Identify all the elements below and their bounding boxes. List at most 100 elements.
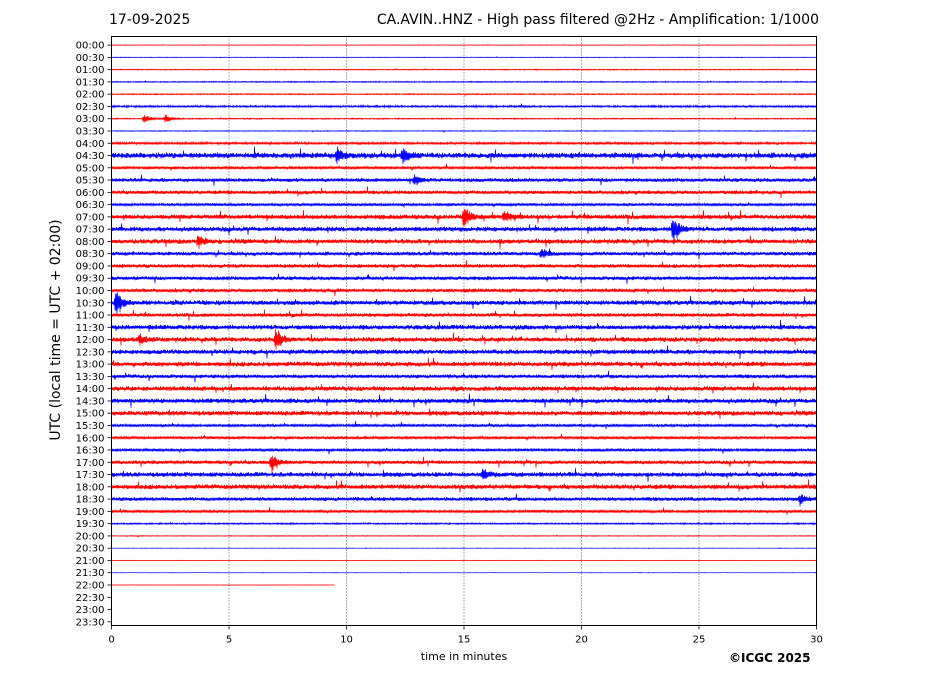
trace-0130 — [111, 79, 817, 84]
trace-0800 — [111, 235, 817, 250]
y-tick-label: 09:00 — [76, 261, 105, 272]
x-tick-label: 15 — [458, 635, 471, 646]
seismic-traces — [111, 44, 817, 586]
x-tick-label: 0 — [108, 635, 114, 646]
trace-1330 — [111, 370, 817, 383]
y-tick-label: 00:30 — [76, 53, 105, 64]
trace-0430 — [111, 146, 817, 165]
trace-0300 — [111, 114, 817, 123]
trace-1200 — [111, 328, 817, 350]
y-tick-label: 16:00 — [76, 433, 105, 444]
trace-0100 — [111, 67, 817, 72]
y-tick-label: 19:00 — [76, 507, 105, 518]
y-tick-label: 22:30 — [76, 593, 105, 604]
y-tick-label: 05:00 — [76, 163, 105, 174]
trace-1400 — [111, 382, 817, 394]
trace-1900 — [111, 507, 817, 515]
y-tick-label: 14:30 — [76, 396, 105, 407]
trace-2200 — [111, 584, 335, 586]
trace-0530 — [111, 174, 817, 186]
y-tick-label: 12:00 — [76, 335, 105, 346]
x-axis-label: time in minutes — [420, 650, 508, 663]
y-tick-label: 07:30 — [76, 225, 105, 236]
y-tick-label: 02:00 — [76, 90, 105, 101]
grid-lines — [228, 36, 700, 626]
trace-2000 — [111, 534, 817, 538]
trace-1730 — [111, 468, 817, 482]
x-tick-label: 10 — [340, 635, 353, 646]
y-tick-label: 03:30 — [76, 126, 105, 137]
y-tick-label: 13:30 — [76, 372, 105, 383]
y-tick-label: 18:30 — [76, 495, 105, 506]
trace-1830 — [111, 493, 817, 507]
trace-2130 — [111, 571, 817, 574]
trace-0830 — [111, 248, 817, 260]
x-tick-label: 5 — [226, 635, 232, 646]
y-tick-label: 10:00 — [76, 286, 105, 297]
trace-0230 — [111, 103, 817, 109]
trace-1130 — [111, 319, 817, 333]
y-tick-label: 01:30 — [76, 77, 105, 88]
trace-0600 — [111, 186, 817, 199]
trace-1000 — [111, 286, 817, 297]
y-tick-label: 23:30 — [76, 617, 105, 628]
y-tick-label: 18:00 — [76, 482, 105, 493]
plot-frame — [111, 36, 817, 626]
y-tick-label: 14:00 — [76, 384, 105, 395]
trace-1300 — [111, 357, 817, 370]
y-tick-label: 10:30 — [76, 298, 105, 309]
trace-0500 — [111, 163, 817, 171]
trace-1630 — [111, 447, 817, 455]
y-tick-label: 07:00 — [76, 212, 105, 223]
y-tick-label: 03:00 — [76, 114, 105, 125]
y-tick-label: 08:30 — [76, 249, 105, 260]
y-tick-label: 02:30 — [76, 102, 105, 113]
x-axis-ticks: 0 5 10 15 20 25 30 — [108, 625, 823, 646]
trace-0200 — [111, 92, 817, 97]
y-tick-label: 20:00 — [76, 531, 105, 542]
y-tick-label: 22:00 — [76, 581, 105, 592]
trace-0730 — [111, 220, 817, 245]
y-tick-label: 20:30 — [76, 544, 105, 555]
trace-1700 — [111, 455, 817, 474]
y-tick-label: 15:30 — [76, 421, 105, 432]
trace-0330 — [111, 129, 817, 134]
x-tick-label: 25 — [693, 635, 706, 646]
trace-1530 — [111, 421, 817, 429]
trace-0900 — [111, 260, 817, 272]
trace-0700 — [111, 208, 817, 227]
trace-1800 — [111, 479, 817, 493]
x-tick-label: 20 — [575, 635, 588, 646]
trace-1230 — [111, 345, 817, 360]
trace-1100 — [111, 309, 817, 321]
trace-1600 — [111, 433, 817, 441]
y-tick-label: 08:00 — [76, 237, 105, 248]
y-tick-label: 21:00 — [76, 556, 105, 567]
trace-0630 — [111, 201, 817, 208]
y-tick-label: 06:30 — [76, 200, 105, 211]
y-tick-label: 11:00 — [76, 311, 105, 322]
trace-0400 — [111, 140, 817, 146]
y-tick-label: 17:00 — [76, 458, 105, 469]
y-tick-label: 19:30 — [76, 519, 105, 530]
y-tick-label: 17:30 — [76, 470, 105, 481]
x-tick-label: 30 — [810, 635, 823, 646]
y-tick-label: 01:00 — [76, 65, 105, 76]
chart-title: CA.AVIN..HNZ - High pass filtered @2Hz -… — [376, 12, 819, 28]
copyright-label: ©ICGC 2025 — [729, 651, 811, 665]
trace-0000 — [111, 44, 817, 46]
trace-1930 — [111, 521, 817, 526]
y-tick-label: 12:30 — [76, 347, 105, 358]
date-label: 17-09-2025 — [109, 12, 191, 28]
y-tick-label: 06:00 — [76, 188, 105, 199]
y-tick-label: 21:30 — [76, 568, 105, 579]
y-tick-label: 09:30 — [76, 274, 105, 285]
y-tick-label: 00:00 — [76, 41, 105, 52]
trace-1030 — [111, 292, 817, 316]
trace-0930 — [111, 273, 817, 285]
trace-2030 — [111, 547, 817, 550]
y-tick-label: 04:30 — [76, 151, 105, 162]
trace-0030 — [111, 56, 817, 59]
y-tick-label: 05:30 — [76, 176, 105, 187]
